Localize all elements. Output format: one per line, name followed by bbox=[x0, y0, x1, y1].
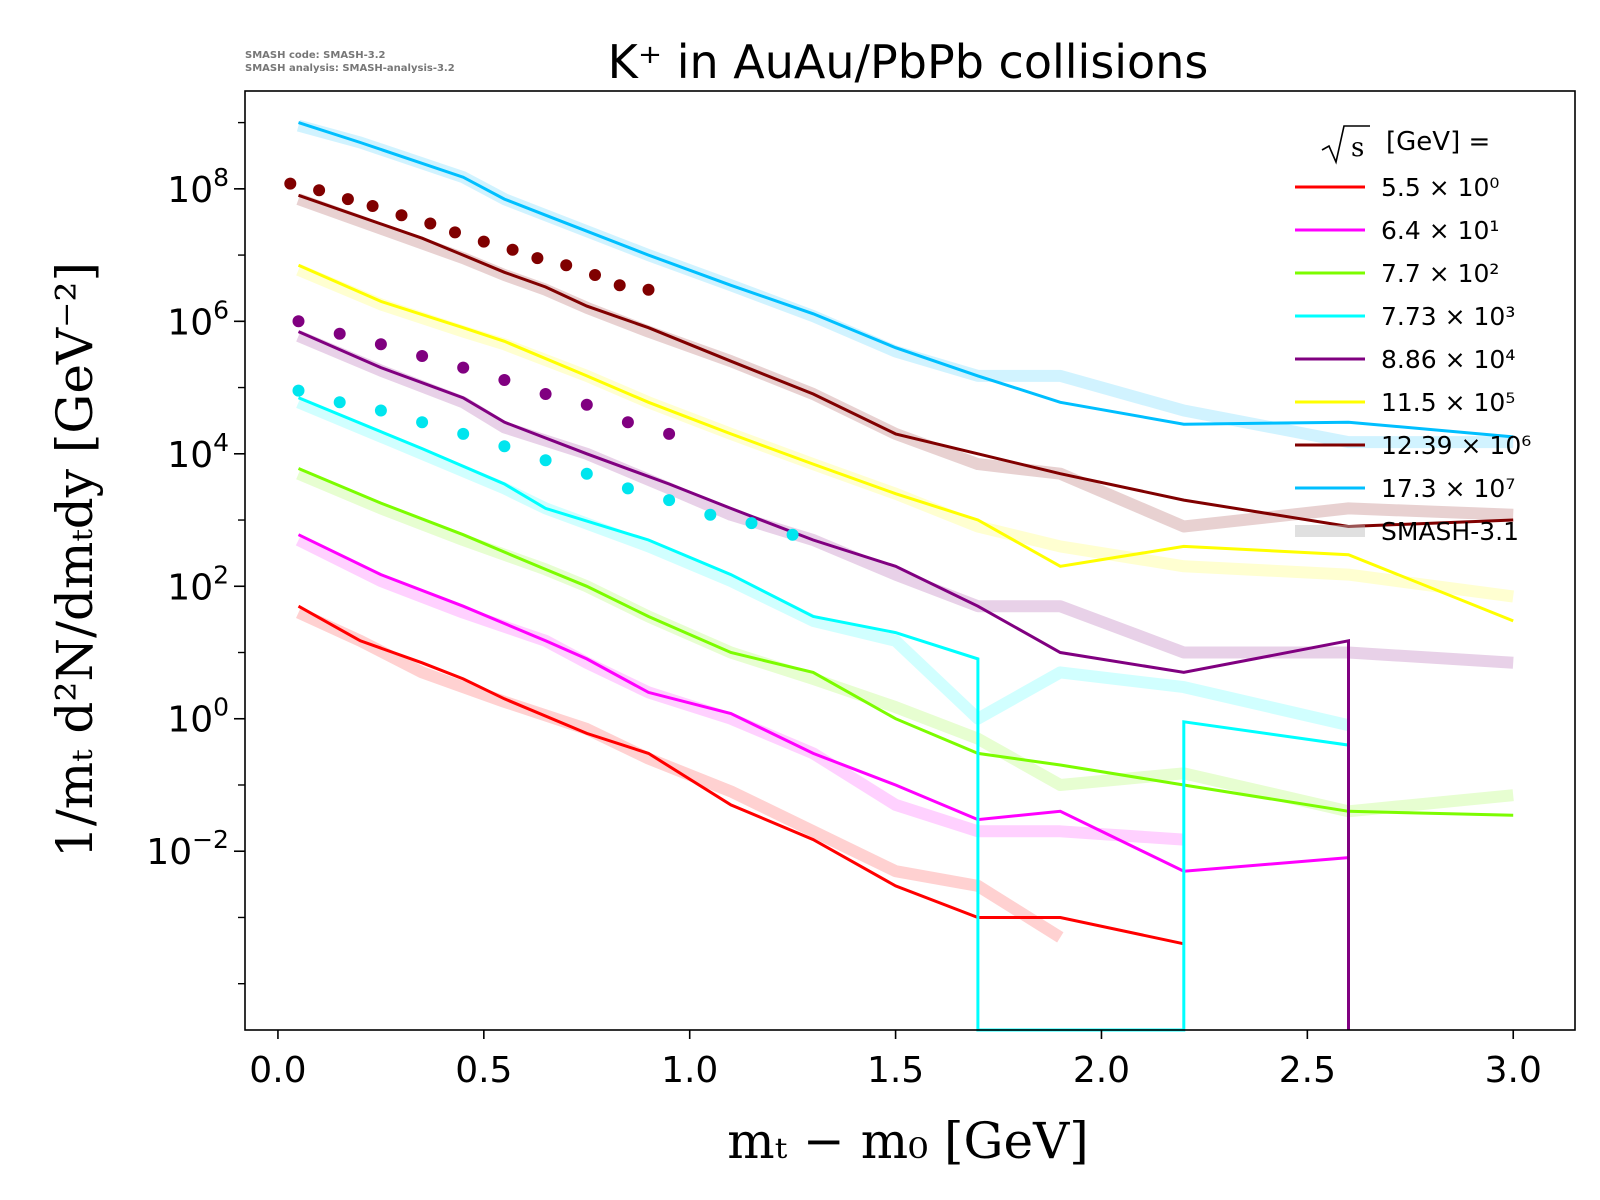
y-tick-label-4: 106 bbox=[167, 295, 229, 343]
y-tick-base-1: 10 bbox=[167, 700, 213, 741]
x-axis-label: mₜ − m₀ [GeV] bbox=[727, 1112, 1088, 1170]
data-point-1-0 bbox=[292, 315, 305, 328]
series-line-6 bbox=[298, 193, 1514, 529]
series-line-5 bbox=[297, 263, 1514, 623]
legend-title: [GeV] = bbox=[1386, 127, 1490, 157]
data-point-0-0 bbox=[284, 177, 297, 190]
data-point-2-10 bbox=[704, 508, 717, 521]
data-point-0-5 bbox=[424, 217, 437, 230]
y-tick-base-0: 10 bbox=[146, 832, 192, 873]
data-point-1-7 bbox=[580, 398, 593, 411]
data-point-0-10 bbox=[560, 259, 573, 272]
y-tick-exp-0: −2 bbox=[192, 825, 229, 854]
y-tick-base-3: 10 bbox=[167, 435, 213, 476]
data-point-2-5 bbox=[498, 440, 511, 453]
data-point-0-6 bbox=[449, 226, 461, 239]
data-point-0-11 bbox=[589, 269, 601, 281]
data-point-0-12 bbox=[613, 279, 626, 292]
legend-label-1: 6.4 × 10¹ bbox=[1381, 216, 1499, 245]
legend-label-4: 8.86 × 10⁴ bbox=[1381, 345, 1515, 374]
reference-line-3 bbox=[296, 396, 1350, 732]
reference-line-2 bbox=[296, 468, 1514, 818]
data-point-0-9 bbox=[531, 252, 544, 265]
data-point-2-6 bbox=[539, 454, 552, 467]
data-point-2-0 bbox=[292, 384, 305, 397]
data-point-0-2 bbox=[341, 193, 354, 206]
data-point-2-8 bbox=[621, 482, 634, 495]
y-tick-label-2: 102 bbox=[167, 560, 229, 608]
data-point-0-4 bbox=[395, 209, 408, 222]
data-point-1-5 bbox=[498, 374, 511, 386]
x-tick-label-6: 3.0 bbox=[1485, 1050, 1542, 1091]
data-points bbox=[284, 177, 799, 541]
data-point-1-4 bbox=[457, 361, 470, 374]
data-point-0-7 bbox=[477, 235, 490, 248]
legend-label-3: 7.73 × 10³ bbox=[1381, 302, 1515, 331]
y-tick-label-3: 104 bbox=[167, 428, 229, 476]
legend-label-0: 5.5 × 10⁰ bbox=[1381, 173, 1499, 202]
data-point-2-11 bbox=[745, 517, 758, 530]
data-point-0-1 bbox=[313, 184, 326, 197]
x-axis-ticks: 0.0 0.5 1.0 1.5 2.0 2.5 3.0 bbox=[249, 1030, 1542, 1091]
y-tick-exp-1: 0 bbox=[213, 693, 229, 722]
data-point-0-13 bbox=[642, 283, 655, 296]
y-tick-base-4: 10 bbox=[167, 302, 213, 343]
x-tick-label-1: 0.5 bbox=[455, 1050, 512, 1091]
data-point-1-3 bbox=[416, 350, 429, 362]
y-tick-label-5: 108 bbox=[167, 163, 229, 211]
y-tick-label-0: 10−2 bbox=[146, 825, 229, 873]
legend: s [GeV] = 5.5 × 10⁰ 6.4 × 10¹ 7.7 × 10² 7.73 … bbox=[1295, 125, 1531, 546]
x-tick-label-2: 1.0 bbox=[661, 1050, 718, 1091]
version-note-line-2: SMASH analysis: SMASH-analysis-3.2 bbox=[245, 63, 455, 74]
data-point-1-1 bbox=[333, 327, 346, 340]
y-tick-base-5: 10 bbox=[167, 170, 213, 211]
y-tick-exp-4: 6 bbox=[213, 295, 229, 324]
y-tick-exp-3: 4 bbox=[213, 428, 229, 457]
data-point-0-8 bbox=[506, 243, 519, 256]
data-point-2-4 bbox=[457, 427, 470, 440]
y-tick-label-1: 100 bbox=[167, 693, 229, 741]
series-line-1 bbox=[297, 533, 1349, 873]
data-point-2-9 bbox=[663, 494, 676, 507]
legend-label-2: 7.7 × 10² bbox=[1381, 259, 1499, 288]
legend-sqrt-s-symbol: s bbox=[1351, 133, 1364, 163]
series-line-2 bbox=[297, 467, 1514, 817]
chart-title: K⁺ in AuAu/PbPb collisions bbox=[608, 35, 1209, 89]
data-point-1-6 bbox=[539, 388, 552, 400]
legend-label-7: 17.3 × 10⁷ bbox=[1381, 474, 1515, 503]
x-tick-label-5: 2.5 bbox=[1279, 1050, 1336, 1091]
data-point-0-3 bbox=[366, 200, 379, 212]
legend-label-6: 12.39 × 10⁶ bbox=[1381, 431, 1531, 460]
series-curves bbox=[297, 121, 1514, 1032]
sqrt-sign-icon bbox=[1321, 125, 1370, 165]
data-point-2-12 bbox=[786, 528, 799, 541]
legend-label-reference: SMASH-3.1 bbox=[1381, 517, 1519, 546]
version-note-line-1: SMASH code: SMASH-3.2 bbox=[245, 50, 386, 61]
data-point-2-1 bbox=[333, 396, 346, 409]
series-line-7 bbox=[298, 121, 1514, 439]
y-tick-exp-2: 2 bbox=[213, 560, 229, 589]
data-point-2-7 bbox=[580, 467, 593, 480]
reference-line-4 bbox=[296, 330, 1514, 669]
y-tick-base-2: 10 bbox=[167, 567, 213, 608]
data-point-2-2 bbox=[374, 404, 387, 417]
plot-frame bbox=[244, 90, 1576, 1031]
series-line-3 bbox=[297, 396, 1350, 1032]
legend-label-5: 11.5 × 10⁵ bbox=[1381, 388, 1515, 417]
data-point-2-3 bbox=[416, 416, 429, 429]
x-tick-label-0: 0.0 bbox=[249, 1050, 306, 1091]
x-tick-label-3: 1.5 bbox=[867, 1050, 924, 1091]
reference-line-1 bbox=[295, 534, 1185, 846]
data-point-1-2 bbox=[374, 338, 387, 351]
x-tick-label-4: 2.0 bbox=[1073, 1050, 1130, 1091]
data-point-1-9 bbox=[663, 427, 676, 440]
data-point-1-8 bbox=[621, 416, 634, 429]
y-axis-label: 1/mₜ d²N/dmₜdy [GeV⁻²] bbox=[46, 262, 104, 858]
series-line-4 bbox=[297, 330, 1350, 1030]
y-tick-exp-5: 8 bbox=[213, 163, 229, 192]
